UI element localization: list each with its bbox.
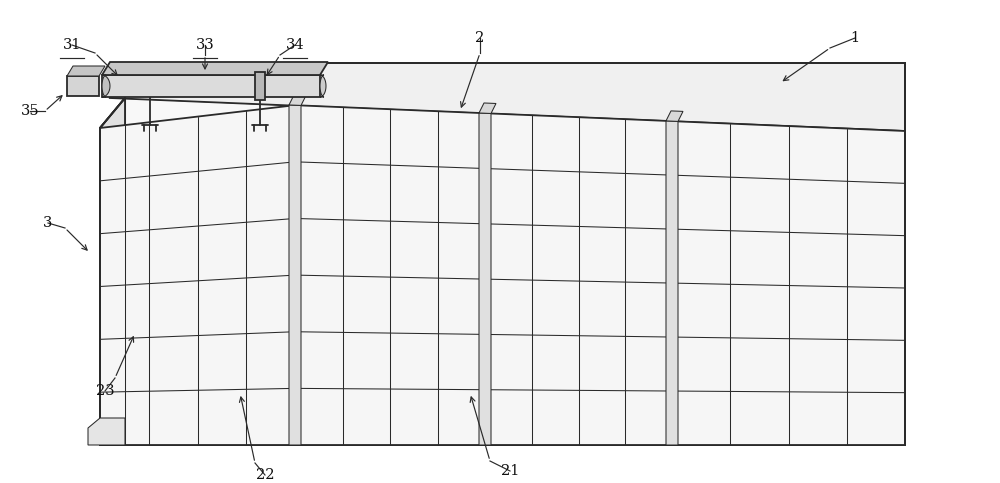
Text: 22: 22: [256, 468, 274, 482]
Polygon shape: [110, 63, 905, 131]
Polygon shape: [295, 105, 485, 445]
Text: 21: 21: [501, 464, 519, 478]
Text: 2: 2: [475, 31, 485, 45]
Polygon shape: [100, 98, 905, 445]
Polygon shape: [320, 75, 326, 97]
Polygon shape: [102, 75, 110, 97]
Text: 34: 34: [286, 38, 304, 52]
Polygon shape: [672, 121, 905, 445]
Text: 31: 31: [63, 38, 81, 52]
Polygon shape: [102, 75, 320, 97]
Polygon shape: [88, 418, 125, 445]
Text: 1: 1: [850, 31, 860, 45]
Polygon shape: [102, 62, 328, 75]
Text: 33: 33: [196, 38, 214, 52]
Polygon shape: [485, 113, 672, 445]
Polygon shape: [100, 105, 295, 445]
Polygon shape: [100, 98, 125, 445]
Polygon shape: [67, 66, 105, 76]
Text: 3: 3: [43, 216, 53, 230]
Polygon shape: [666, 111, 683, 121]
Polygon shape: [479, 113, 491, 445]
Polygon shape: [289, 105, 301, 445]
Text: 35: 35: [21, 104, 39, 118]
Polygon shape: [289, 95, 306, 105]
Polygon shape: [67, 76, 99, 96]
Polygon shape: [255, 72, 265, 100]
Polygon shape: [666, 121, 678, 445]
Polygon shape: [479, 103, 496, 114]
Text: 23: 23: [96, 384, 114, 398]
